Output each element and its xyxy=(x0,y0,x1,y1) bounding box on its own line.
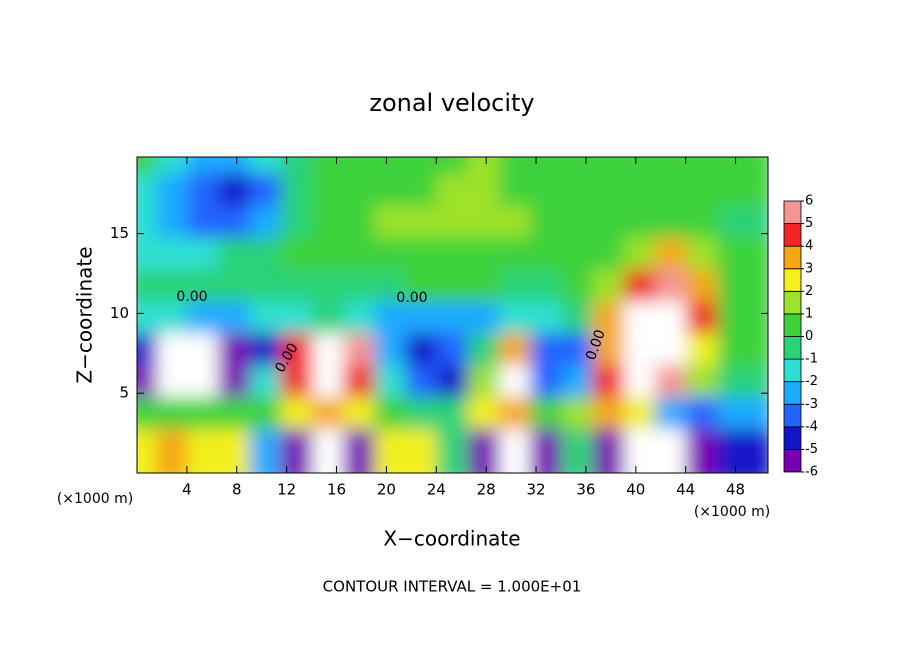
x-tick-label: 40 xyxy=(626,481,645,499)
x-tick-label: 20 xyxy=(377,481,396,499)
colorbar-label: 3 xyxy=(805,261,813,276)
colorbar-label: -4 xyxy=(805,419,818,434)
x-tick-label: 28 xyxy=(477,481,496,499)
colorbar-label: -3 xyxy=(805,397,818,412)
x-tick-label: 24 xyxy=(427,481,446,499)
colorbar-swatch xyxy=(783,449,802,473)
colorbar-label: -1 xyxy=(805,352,818,367)
x-tick-label: 4 xyxy=(182,481,192,499)
colorbar-label: 6 xyxy=(805,194,813,209)
colorbar-swatch xyxy=(783,268,802,292)
x-axis-label: X−coordinate xyxy=(383,527,520,551)
y-tick-label: 5 xyxy=(119,384,129,402)
colorbar-swatch xyxy=(783,200,802,224)
x-unit-label: (×1000 m) xyxy=(694,504,770,520)
colorbar-swatch xyxy=(783,358,802,383)
colorbar-label: -5 xyxy=(805,442,818,457)
y-tick-label: 15 xyxy=(110,224,129,242)
y-tick-label: 10 xyxy=(110,304,129,322)
colorbar-swatch xyxy=(783,336,802,360)
colorbar-swatch xyxy=(783,381,802,405)
colorbar-swatch xyxy=(783,313,802,337)
colorbar-swatch xyxy=(783,245,802,270)
colorbar-label: 4 xyxy=(805,239,813,254)
y-unit-label: (×1000 m) xyxy=(57,491,133,507)
y-axis-label: Z−coordinate xyxy=(73,246,97,383)
contour-label: 0.00 xyxy=(396,290,427,306)
x-tick-label: 16 xyxy=(327,481,346,499)
field xyxy=(137,157,768,473)
field-cells xyxy=(137,157,768,473)
colorbar-label: -2 xyxy=(805,374,818,389)
x-tick-label: 44 xyxy=(676,481,695,499)
x-tick-label: 48 xyxy=(726,481,745,499)
colorbar-swatch xyxy=(783,426,802,450)
colorbar-label: 0 xyxy=(805,329,813,344)
x-tick-label: 12 xyxy=(277,481,296,499)
colorbar-label: 5 xyxy=(805,216,813,231)
colorbar-label: 2 xyxy=(805,284,813,299)
x-tick-label: 36 xyxy=(576,481,595,499)
x-tick-label: 8 xyxy=(232,481,242,499)
colorbar-swatch xyxy=(783,290,802,315)
chart-title: zonal velocity xyxy=(369,89,534,117)
plot-frame xyxy=(136,156,769,474)
field-cell xyxy=(717,429,768,473)
footer-note: CONTOUR INTERVAL = 1.000E+01 xyxy=(323,578,582,596)
contour-label: 0.00 xyxy=(176,289,207,305)
x-tick-label: 32 xyxy=(527,481,546,499)
colorbar-swatch xyxy=(783,223,802,247)
colorbar-label: 1 xyxy=(805,306,813,321)
colorbar-swatch xyxy=(783,403,802,428)
colorbar-label: -6 xyxy=(805,465,818,480)
